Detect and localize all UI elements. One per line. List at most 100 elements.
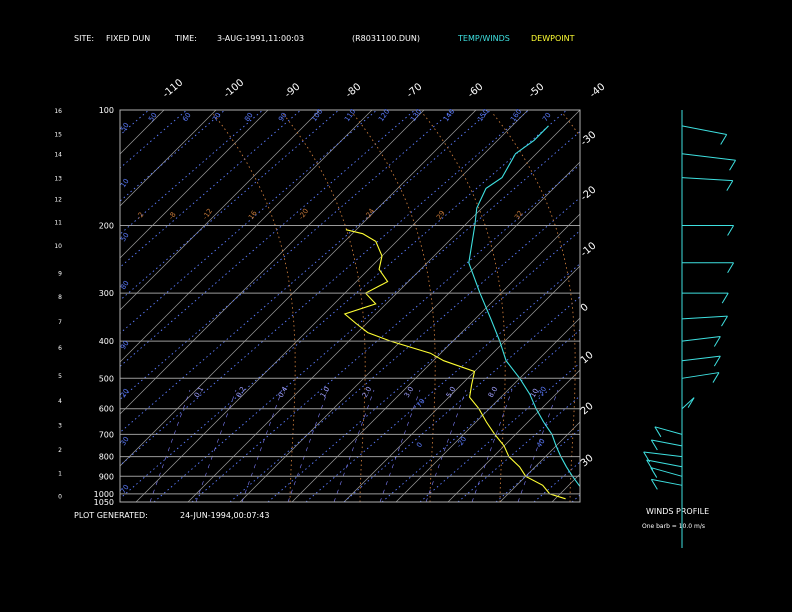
isotherm-line <box>135 110 529 502</box>
wind-barb <box>681 372 720 379</box>
wind-barb <box>651 478 683 486</box>
plot-generated-value: 24-JUN-1994,00:07:43 <box>180 511 270 520</box>
height-tick-label: 3 <box>58 423 62 430</box>
plot-generated-label: PLOT GENERATED: <box>74 511 148 520</box>
temperature-top-label: -110 <box>161 77 185 100</box>
height-tick-label: 8 <box>58 294 62 301</box>
dry-adiabat-line <box>343 296 580 502</box>
wind-barb <box>651 439 683 447</box>
mixing-ratio-line <box>241 389 283 502</box>
site-value: FIXED DUN <box>106 34 151 43</box>
temperature-trace <box>468 125 580 488</box>
wind-barb <box>650 467 683 477</box>
isotherm-line <box>760 110 792 502</box>
temperature-top-label: -100 <box>222 77 246 100</box>
mixing-ratio-label: 0.1 <box>193 385 205 399</box>
site-label: SITE: <box>74 34 95 43</box>
temperature-top-label: -80 <box>344 81 364 100</box>
height-tick-label: 12 <box>54 196 62 203</box>
pressure-tick-label: 1000 <box>94 490 114 499</box>
wind-barb-flag <box>721 292 729 304</box>
dry-adiabat-label: 90 <box>119 339 131 351</box>
moist-adiabat-label: -2 <box>135 211 146 221</box>
dewpoint-trace <box>343 229 566 500</box>
isotherm-line <box>499 421 580 502</box>
dry-adiabat-line <box>153 130 580 502</box>
height-tick-label: 11 <box>54 219 62 226</box>
dry-adiabat-line <box>120 110 226 202</box>
dry-adiabat-label: 10 <box>119 177 131 189</box>
isotherm-line <box>708 110 792 502</box>
temperature-right-label: -30 <box>579 129 599 148</box>
moist-adiabat-label: -20 <box>297 207 310 221</box>
moist-adiabat-line <box>491 111 576 502</box>
dry-adiabat-line <box>120 110 568 500</box>
isotherm-line <box>187 110 580 502</box>
dry-adiabat-label: 50 <box>119 121 131 133</box>
wind-barb-flag <box>650 439 658 451</box>
isotherm-line <box>343 265 580 502</box>
temperature-top-label: -40 <box>588 81 608 100</box>
isotherm-line <box>120 110 217 207</box>
pressure-tick-label: 200 <box>99 222 114 231</box>
dry-adiabat-line <box>267 230 580 502</box>
time-label: TIME: <box>175 34 197 43</box>
height-tick-label: 6 <box>58 345 62 352</box>
wind-barb-flag <box>712 372 720 383</box>
dry-adiabat-line <box>305 263 580 502</box>
winds-profile-title: WINDS PROFILE <box>646 507 710 516</box>
pressure-tick-label: 800 <box>99 453 114 462</box>
wind-barb-flag <box>713 336 721 347</box>
dry-adiabat-label: 80 <box>119 279 131 291</box>
moist-adiabat-label: 16 <box>247 209 259 221</box>
wind-barb <box>646 459 683 468</box>
dry-adiabat-label: 70 <box>541 111 553 123</box>
isotherm-line <box>120 110 269 259</box>
dry-adiabat-label: 70 <box>211 111 223 123</box>
dry-adiabat-line <box>419 362 580 502</box>
plot-area <box>0 110 792 502</box>
wind-barb-flag <box>727 262 735 274</box>
height-tick-label: 14 <box>54 152 62 159</box>
dry-adiabat-line <box>120 110 530 467</box>
file-value: (R8031100.DUN) <box>352 34 420 43</box>
dry-adiabat-label: 80 <box>243 111 255 123</box>
isotherm-line <box>120 110 477 467</box>
wind-barb <box>681 177 733 182</box>
wind-barb <box>643 451 683 458</box>
mixing-ratio-label: 10 <box>529 387 540 399</box>
pressure-tick-label: 700 <box>99 430 114 439</box>
mixing-ratio-label: 0.4 <box>277 385 290 399</box>
height-tick-label: 10 <box>54 243 62 250</box>
dry-adiabat-line <box>457 395 580 502</box>
dry-adiabat-label: 50 <box>119 231 131 243</box>
wind-barb-flag <box>729 159 736 171</box>
pressure-tick-label: 1050 <box>94 498 114 507</box>
temperature-right-label: 0 <box>579 302 591 315</box>
dry-adiabat-label: 0 <box>415 441 424 449</box>
height-tick-label: 4 <box>58 398 62 405</box>
dry-adiabat-line <box>191 164 580 502</box>
dry-adiabat-line <box>120 110 302 268</box>
isotherm-line <box>239 161 580 502</box>
wind-barb <box>681 355 721 362</box>
dry-adiabat-label: 40 <box>535 437 547 449</box>
mixing-ratio-line <box>149 389 191 502</box>
dry-adiabat-label: 90 <box>277 111 289 123</box>
dry-adiabat-label: 30 <box>119 435 131 447</box>
wind-barb <box>681 153 736 161</box>
wind-barb <box>681 315 728 320</box>
dry-adiabat-line <box>120 110 378 334</box>
wind-barb-flag <box>720 134 728 145</box>
moist-adiabat-line <box>281 111 366 502</box>
isotherm-line <box>120 110 373 363</box>
wind-barb-flag <box>727 225 735 236</box>
isotherm-line <box>120 110 165 155</box>
isotherm-line <box>447 369 580 502</box>
dry-adiabat-line <box>0 110 111 502</box>
wind-barb <box>654 426 683 435</box>
pressure-tick-label: 100 <box>99 106 114 115</box>
height-tick-label: 1 <box>58 471 62 478</box>
temperature-top-label: -70 <box>405 81 425 100</box>
